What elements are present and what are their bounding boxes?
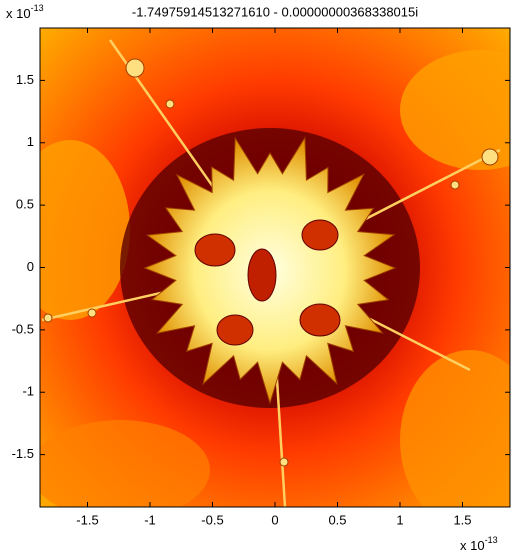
y-multiplier: x 10-13 [6, 3, 44, 21]
y-tick-label: -1 [22, 384, 34, 399]
x-tick-label: -0.5 [201, 512, 223, 527]
fractal-image [40, 28, 510, 507]
x-tick-label: 0 [271, 512, 278, 527]
y-tick-label: 0 [27, 259, 34, 274]
y-tick-label: 1.5 [16, 72, 34, 87]
y-tick-label: 1 [27, 134, 34, 149]
x-multiplier: x 10-13 [460, 535, 498, 553]
chart-title: -1.74975914513271610 - 0.000000003683380… [132, 4, 418, 19]
y-tick-label: 0.5 [16, 197, 34, 212]
x-tick-label: 1 [396, 512, 403, 527]
x-tick-label: -1 [144, 512, 156, 527]
x-tick-label: -1.5 [76, 512, 98, 527]
y-tick-label: -0.5 [12, 321, 34, 336]
x-tick-label: 1.5 [453, 512, 471, 527]
y-tick-label: -1.5 [12, 446, 34, 461]
x-tick-label: 0.5 [328, 512, 346, 527]
